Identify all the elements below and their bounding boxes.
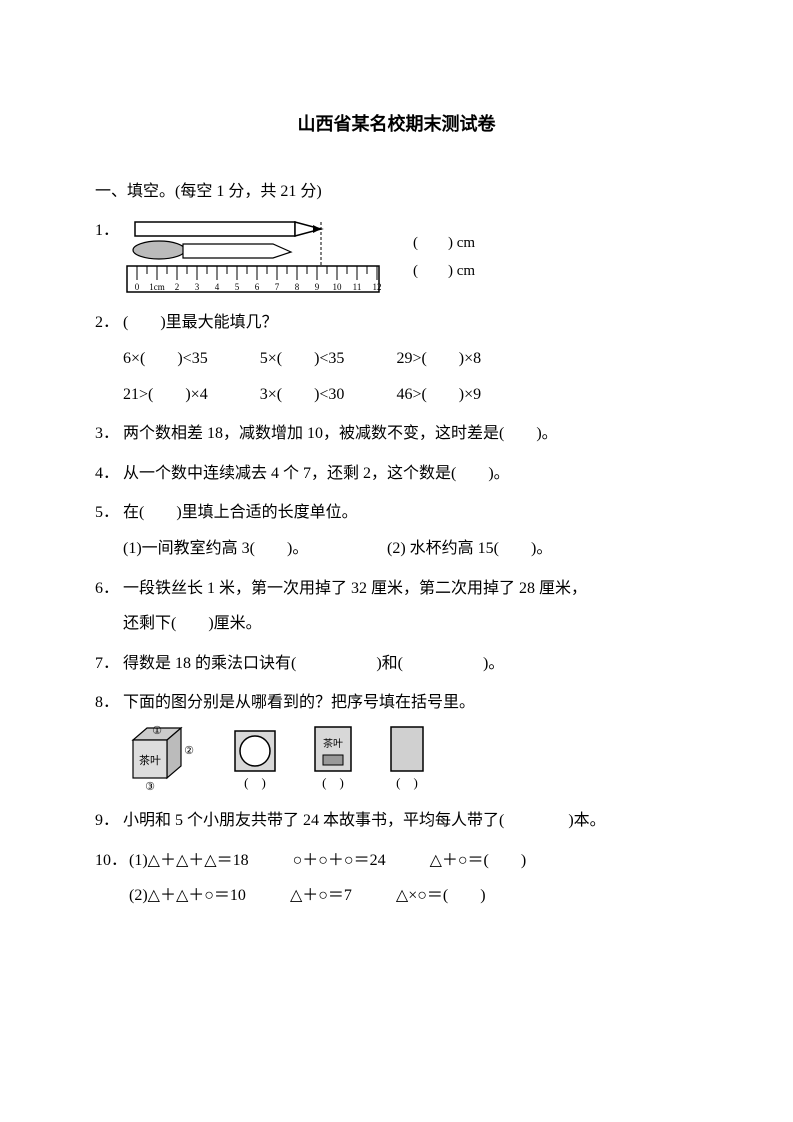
q3-text: 两个数相差 18，减数增加 10，被减数不变，这时差是( )。 [123, 421, 698, 447]
q2-text: ( )里最大能填几？ [123, 310, 698, 336]
q1-cm-blank-2: ( ) cm [413, 257, 475, 286]
svg-text:8: 8 [295, 282, 300, 292]
question-1: 1． [95, 218, 698, 296]
q8-cube-diagram: 茶叶 ① ② ③ [123, 724, 197, 794]
question-2: 2． ( )里最大能填几？ 6×( )<35 5×( )<35 29>( )×8… [95, 310, 698, 407]
svg-text:10: 10 [333, 282, 343, 292]
q10-num: 10． [95, 848, 129, 874]
svg-text:茶叶: 茶叶 [323, 737, 343, 750]
q3-num: 3． [95, 421, 123, 447]
q10-r2a: (2)△＋△＋○＝10 [129, 883, 246, 909]
section-heading: 一、填空。(每空 1 分，共 21 分) [95, 179, 698, 205]
question-6: 6． 一段铁丝长 1 米，第一次用掉了 32 厘米，第二次用掉了 28 厘米， … [95, 576, 698, 637]
q9-text: 小明和 5 个小朋友共带了 24 本故事书，平均每人带了( )本。 [123, 808, 698, 834]
q2-r1b: 5×( )<35 [260, 346, 345, 372]
svg-text:4: 4 [215, 282, 220, 292]
q1-num: 1． [95, 218, 123, 244]
q8-view-1: ( ) [233, 729, 277, 794]
svg-text:3: 3 [195, 282, 200, 292]
q2-r2b: 3×( )<30 [260, 382, 345, 408]
q7-num: 7． [95, 651, 123, 677]
svg-text:5: 5 [235, 282, 240, 292]
svg-text:12: 12 [373, 282, 382, 292]
question-3: 3． 两个数相差 18，减数增加 10，被减数不变，这时差是( )。 [95, 421, 698, 447]
q10-r2b: △＋○＝7 [290, 883, 352, 909]
q10-r1a: (1)△＋△＋△＝18 [129, 848, 249, 874]
q6-num: 6． [95, 576, 123, 602]
ruler-diagram: 0 1cm 2 3 4 5 6 7 8 9 10 11 12 [123, 218, 383, 296]
q2-num: 2． [95, 310, 123, 336]
svg-text:0: 0 [135, 282, 140, 292]
q5-num: 5． [95, 500, 123, 526]
page-title: 山西省某名校期末测试卷 [95, 110, 698, 139]
svg-text:茶叶: 茶叶 [139, 754, 161, 767]
svg-text:1cm: 1cm [149, 282, 165, 292]
q10-r2c: △×○＝( ) [396, 883, 486, 909]
q4-num: 4． [95, 461, 123, 487]
question-8: 8． 下面的图分别是从哪看到的？把序号填在括号里。 茶叶 ① ② ③ ( ) [95, 690, 698, 794]
svg-text:②: ② [184, 745, 194, 757]
q1-cm-blank-1: ( ) cm [413, 229, 475, 258]
q2-r2c: 46>( )×9 [396, 382, 481, 408]
q10-r1b: ○＋○＋○＝24 [293, 848, 386, 874]
q8-view-2: 茶叶 ( ) [313, 725, 353, 794]
q2-r2a: 21>( )×4 [123, 382, 208, 408]
q8-view-3: ( ) [389, 725, 425, 794]
q2-r1a: 6×( )<35 [123, 346, 208, 372]
svg-text:7: 7 [275, 282, 280, 292]
q9-num: 9． [95, 808, 123, 834]
q7-text: 得数是 18 的乘法口诀有( )和( )。 [123, 651, 698, 677]
svg-text:③: ③ [145, 781, 155, 793]
svg-text:9: 9 [315, 282, 320, 292]
q5-s1: (1)一间教室约高 3( )。 [123, 536, 383, 562]
q10-r1c: △＋○＝( ) [430, 848, 527, 874]
q4-text: 从一个数中连续减去 4 个 7，还剩 2，这个数是( )。 [123, 461, 698, 487]
q6-line1: 一段铁丝长 1 米，第一次用掉了 32 厘米，第二次用掉了 28 厘米， [123, 576, 698, 602]
question-5: 5． 在( )里填上合适的长度单位。 (1)一间教室约高 3( )。 (2) 水… [95, 500, 698, 561]
q5-s2: (2) 水杯约高 15( )。 [387, 540, 552, 557]
question-4: 4． 从一个数中连续减去 4 个 7，还剩 2，这个数是( )。 [95, 461, 698, 487]
question-9: 9． 小明和 5 个小朋友共带了 24 本故事书，平均每人带了( )本。 [95, 808, 698, 834]
q8-num: 8． [95, 690, 123, 716]
svg-text:2: 2 [175, 282, 180, 292]
q6-line2: 还剩下( )厘米。 [95, 611, 698, 637]
q5-text: 在( )里填上合适的长度单位。 [123, 500, 698, 526]
svg-text:①: ① [152, 725, 162, 737]
question-10: 10． (1)△＋△＋△＝18 ○＋○＋○＝24 △＋○＝( ) (2)△＋△＋… [95, 848, 698, 909]
svg-text:11: 11 [353, 282, 362, 292]
svg-text:6: 6 [255, 282, 260, 292]
question-7: 7． 得数是 18 的乘法口诀有( )和( )。 [95, 651, 698, 677]
q8-text: 下面的图分别是从哪看到的？把序号填在括号里。 [123, 690, 698, 716]
q2-r1c: 29>( )×8 [396, 346, 481, 372]
